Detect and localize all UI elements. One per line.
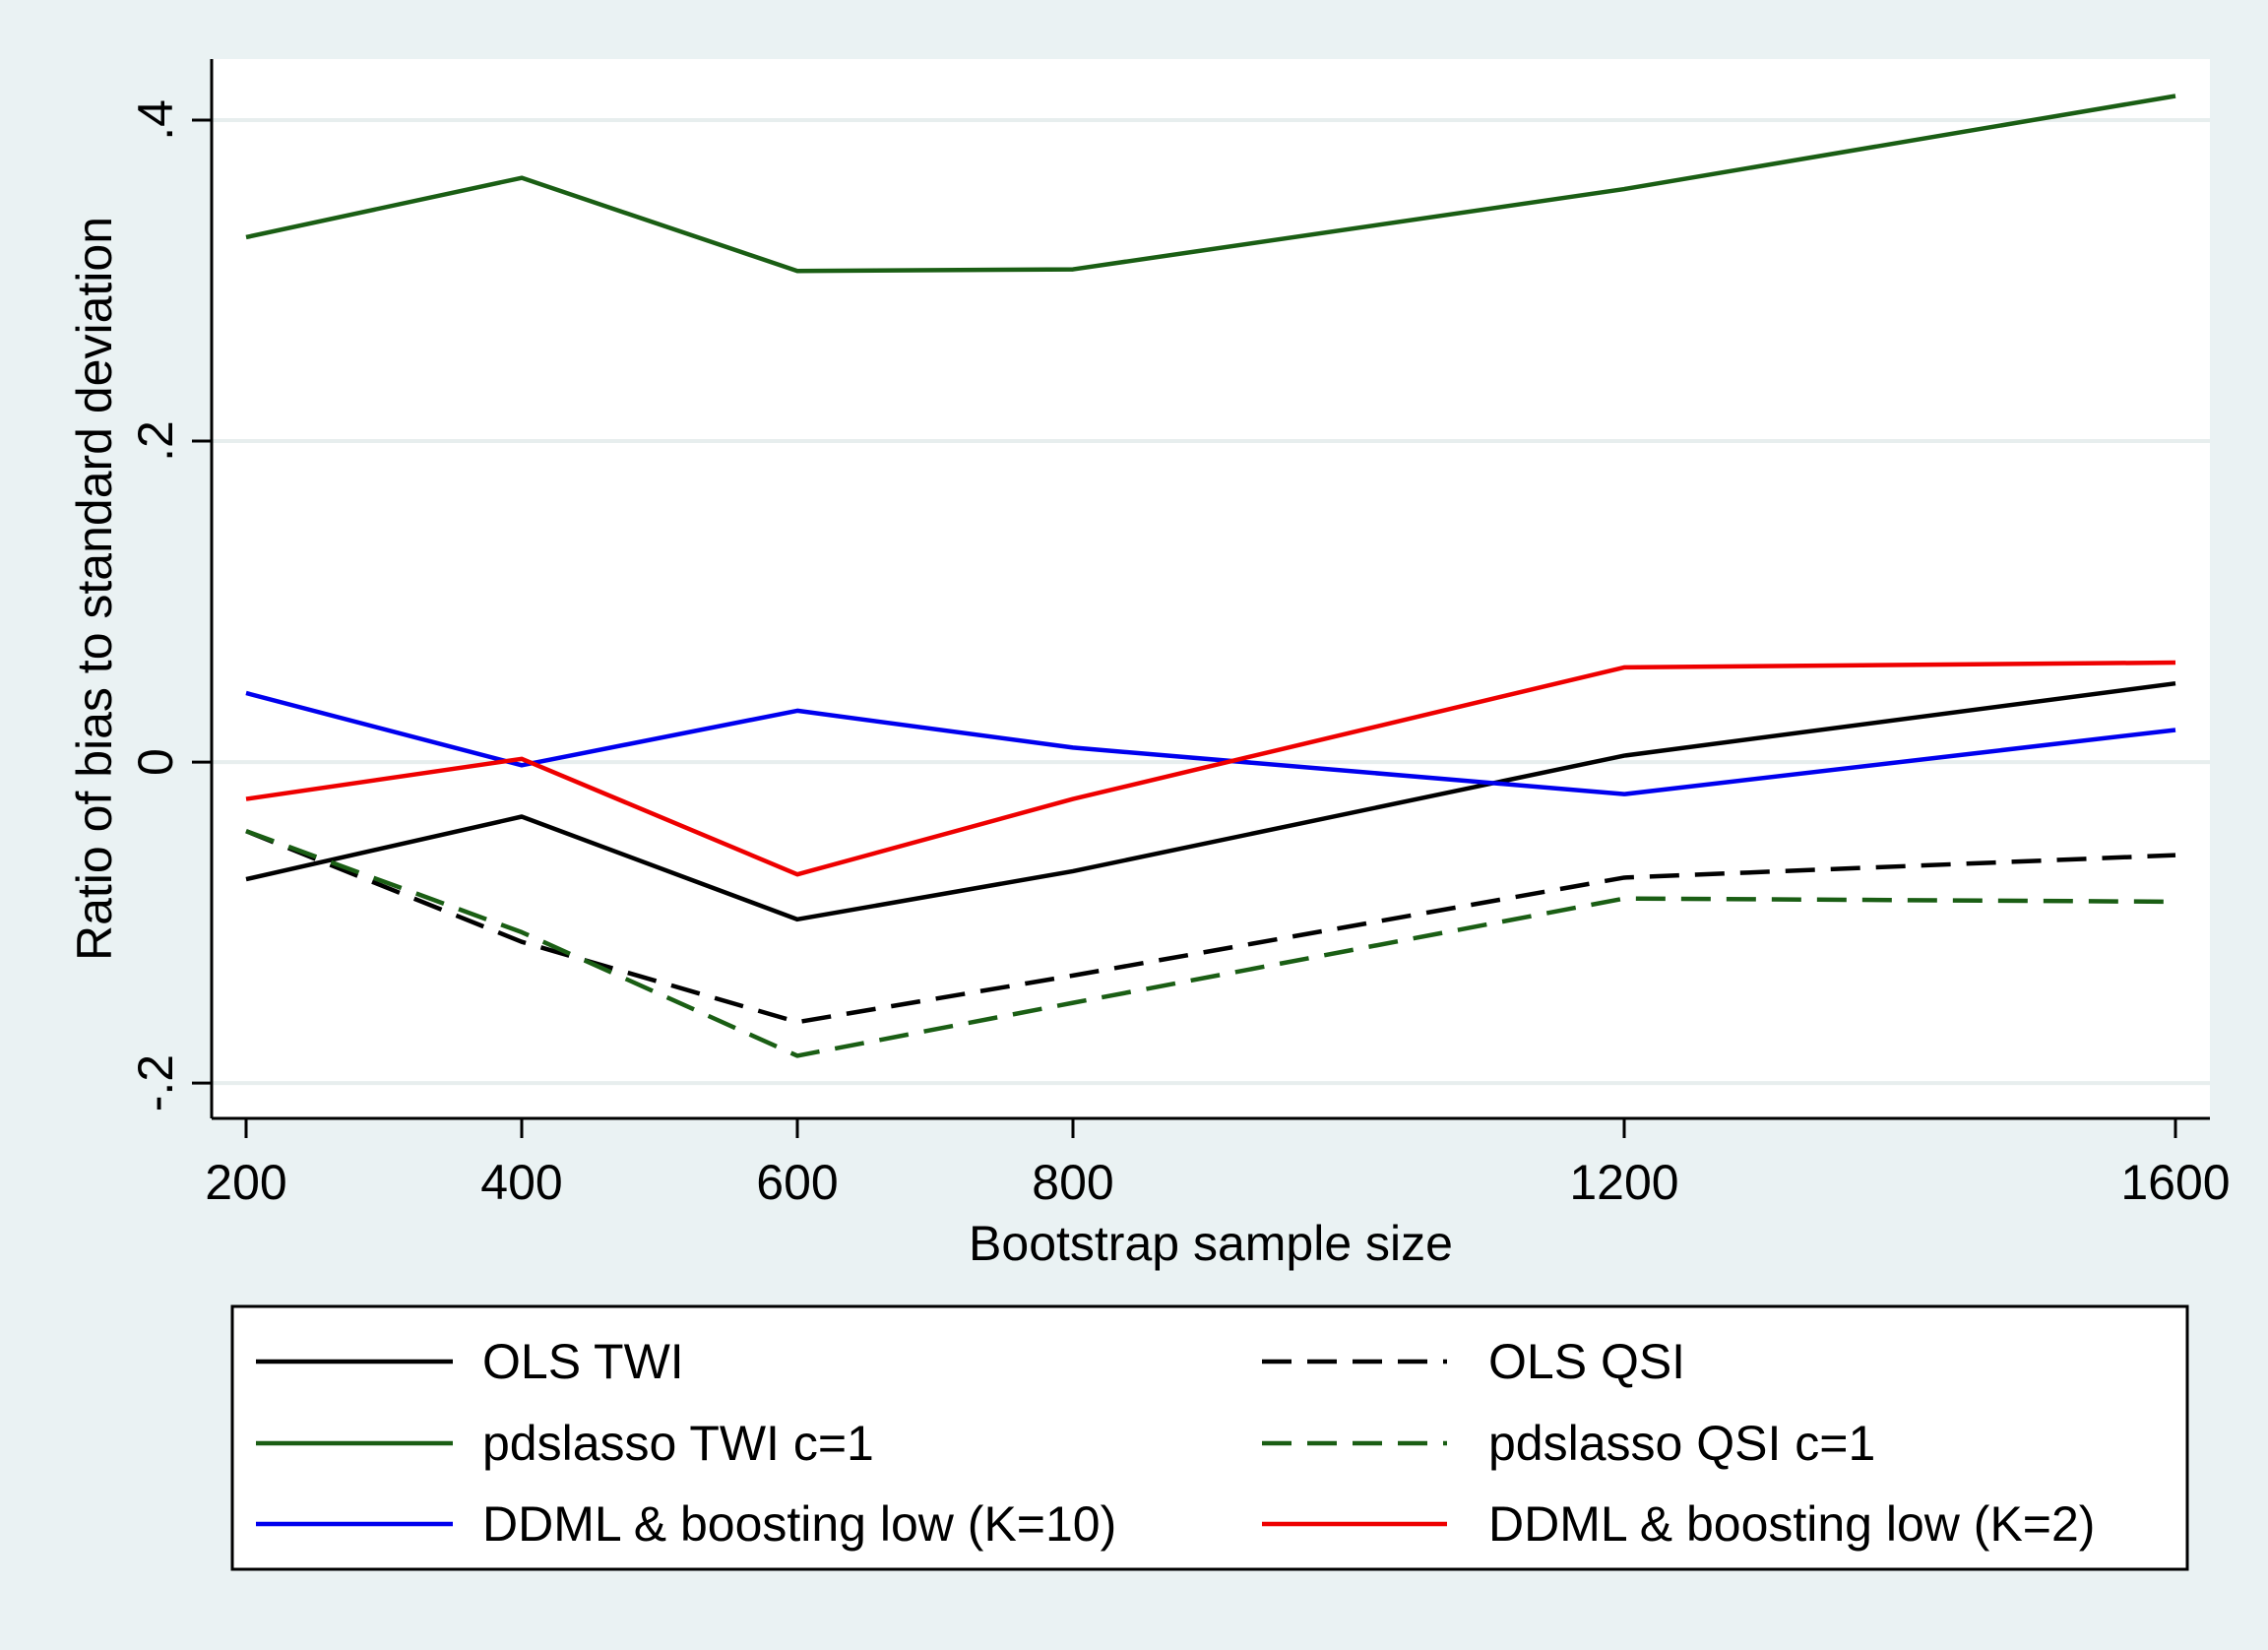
legend-label-5: DDML & boosting low (K=2): [1488, 1496, 2095, 1552]
x-axis-ticks: 200 400 600 800 1200 1600: [205, 1118, 2231, 1210]
x-tick-label-0: 200: [205, 1155, 286, 1210]
x-tick-label-3: 800: [1032, 1155, 1113, 1210]
y-tick-label-2: .2: [128, 420, 183, 462]
y-axis-ticks: -.2 0 .2 .4: [128, 99, 212, 1111]
y-tick-label-3: .4: [128, 99, 183, 141]
x-tick-label-1: 400: [480, 1155, 562, 1210]
series-layer: [245, 94, 2176, 1058]
series-line-0: [245, 680, 2176, 922]
x-tick-label-5: 1600: [2120, 1155, 2230, 1210]
series-line-5: [245, 660, 2176, 877]
legend-label-0: OLS TWI: [482, 1334, 684, 1389]
x-tick-label-4: 1200: [1569, 1155, 1678, 1210]
series-line-3: [245, 829, 2176, 1058]
legend-label-4: DDML & boosting low (K=10): [482, 1496, 1116, 1552]
y-tick-label-1: 0: [128, 748, 183, 776]
series-line-1: [245, 829, 2176, 1025]
legend-label-1: OLS QSI: [1488, 1334, 1685, 1389]
x-tick-label-2: 600: [756, 1155, 838, 1210]
series-line-4: [245, 690, 2176, 796]
legend-label-3: pdslasso QSI c=1: [1488, 1416, 1875, 1471]
y-axis-title: Ratio of bias to standard deviation: [67, 217, 122, 961]
plot-area: [212, 59, 2210, 1118]
series-line-2: [245, 94, 2176, 274]
legend-label-2: pdslasso TWI c=1: [482, 1416, 874, 1471]
legend: OLS TWI OLS QSI pdslasso TWI c=1 pdslasso Q…: [256, 1334, 2095, 1552]
y-tick-label-0: -.2: [128, 1054, 183, 1111]
legend-box: [230, 1304, 2189, 1571]
x-axis-title: Bootstrap sample size: [969, 1216, 1453, 1271]
